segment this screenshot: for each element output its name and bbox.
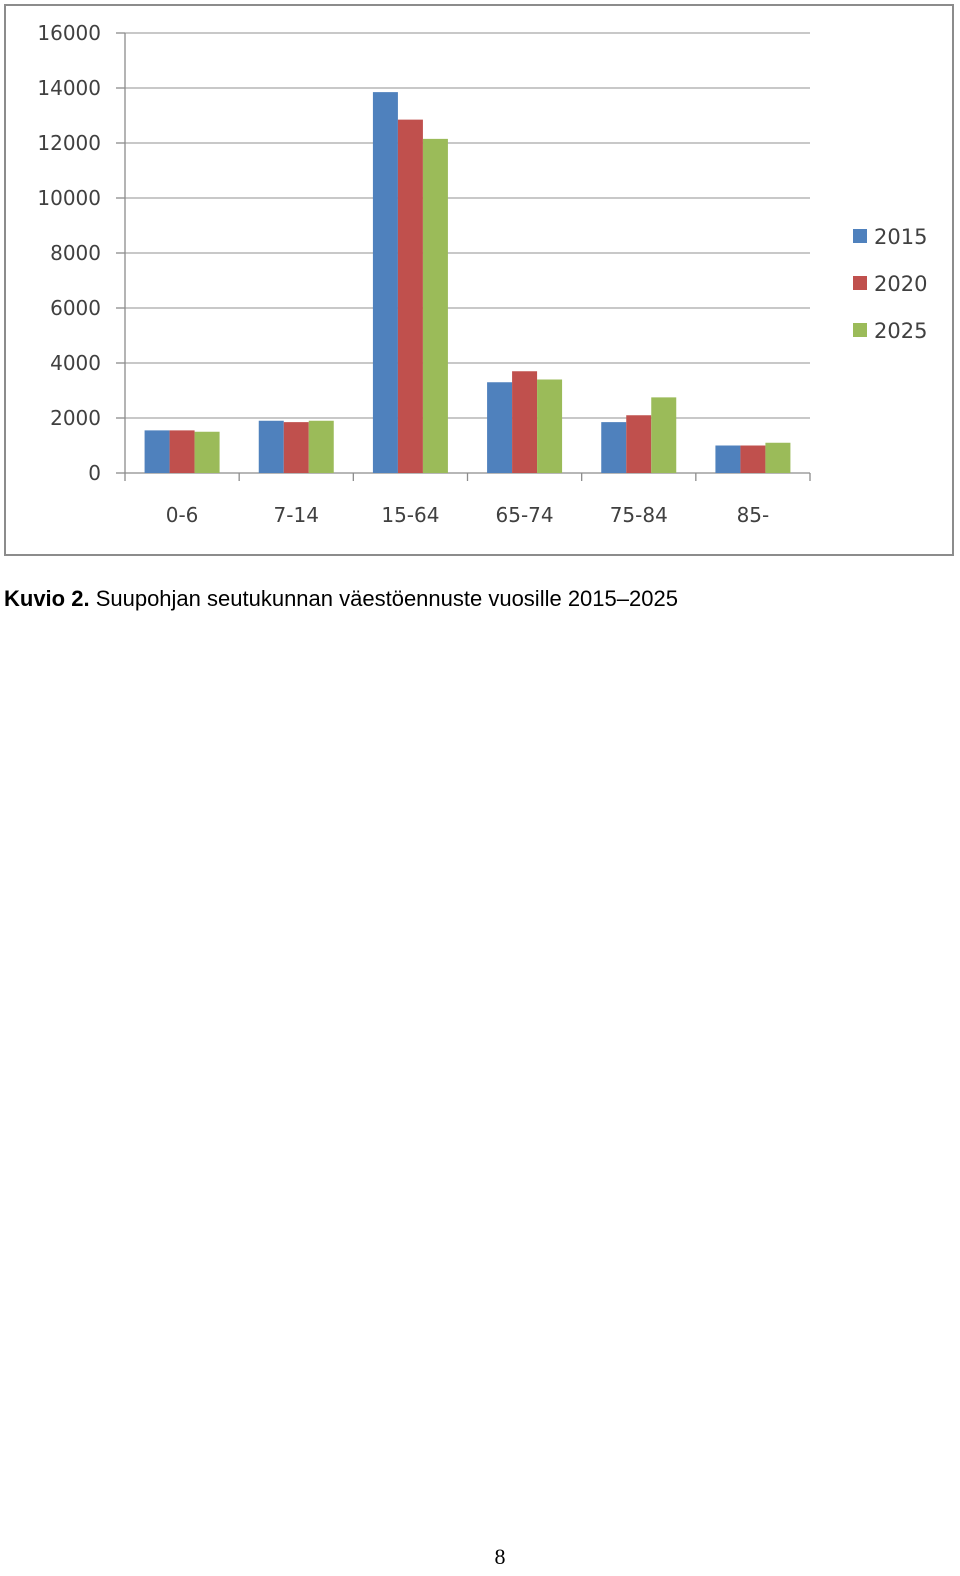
x-tick-label: 0-6 [166, 503, 199, 527]
y-tick-label: 4000 [50, 351, 101, 375]
figure-caption: Kuvio 2. Suupohjan seutukunnan väestöenn… [4, 586, 678, 612]
bar-2015-65-74 [487, 382, 513, 473]
x-tick-label: 15-64 [381, 503, 439, 527]
y-tick-label: 16000 [37, 21, 101, 45]
bar-2025-7-14 [308, 420, 334, 473]
bar-2020-75-84 [626, 415, 652, 473]
caption-label: Kuvio 2. [4, 586, 90, 611]
legend-swatch-2020 [853, 276, 867, 290]
legend-swatch-2025 [853, 323, 867, 337]
legend-label-2015: 2015 [874, 225, 927, 249]
y-tick-label: 8000 [50, 241, 101, 265]
x-tick-label: 7-14 [274, 503, 319, 527]
page-number: 8 [494, 1544, 506, 1569]
y-tick-label: 10000 [37, 186, 101, 210]
bar-2015-7-14 [258, 420, 284, 473]
chart-frame: 0 2000 4000 6000 8000 10000 12000 14000 16000 0-6… [4, 4, 954, 556]
bar-2025-0-6 [194, 431, 220, 473]
x-tick-label: 75-84 [610, 503, 668, 527]
bar-2015-75-84 [601, 422, 627, 473]
bar-2025-65-74 [537, 379, 563, 473]
bar-2020-15-64 [397, 119, 423, 473]
y-tick-label: 2000 [50, 406, 101, 430]
bar-2015-15-64 [372, 92, 398, 473]
legend-label-2020: 2020 [874, 272, 927, 296]
bar-2020-85- [740, 445, 766, 473]
bar-2020-65-74 [512, 371, 538, 473]
bar-2025-85- [765, 442, 791, 473]
y-tick-label: 12000 [37, 131, 101, 155]
bar-chart: 0 2000 4000 6000 8000 10000 12000 14000 16000 0-6… [37, 21, 927, 527]
legend-label-2025: 2025 [874, 319, 927, 343]
bar-2025-75-84 [651, 397, 677, 473]
y-tick-label: 6000 [50, 296, 101, 320]
x-tick-label: 85- [737, 503, 770, 527]
y-tick-label: 0 [88, 461, 101, 485]
caption-text: Suupohjan seutukunnan väestöennuste vuos… [89, 586, 678, 611]
y-tick-label: 14000 [37, 76, 101, 100]
bar-2025-15-64 [422, 138, 448, 473]
bar-2020-0-6 [169, 430, 195, 473]
x-tick-label: 65-74 [496, 503, 554, 527]
bar-2015-85- [715, 445, 741, 473]
bar-2020-7-14 [283, 422, 309, 473]
bar-2015-0-6 [144, 430, 170, 473]
legend-swatch-2015 [853, 229, 867, 243]
